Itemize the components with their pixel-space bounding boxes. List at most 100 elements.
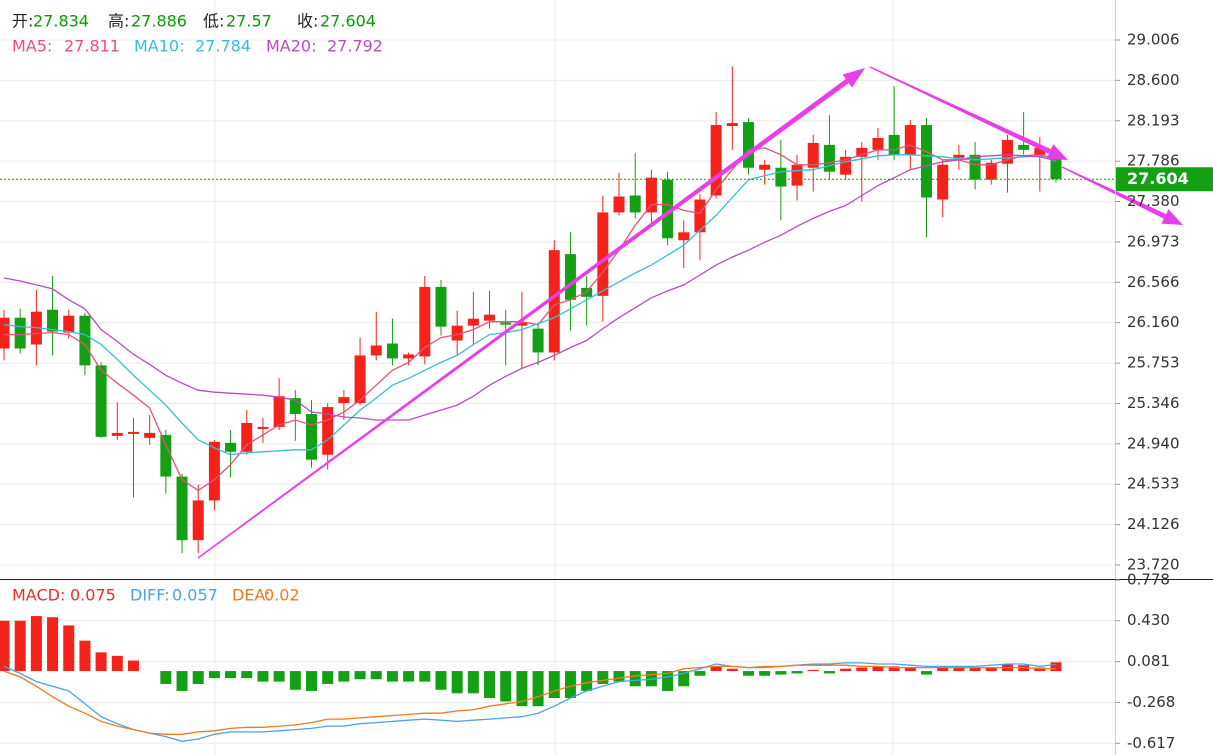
macd-bar [516, 671, 528, 707]
candle-body [47, 309, 59, 332]
macd-bar [225, 671, 237, 679]
legend-value: 27.811 [64, 37, 120, 56]
candle-body [872, 137, 884, 150]
y-tick-label: 26.973 [1127, 232, 1180, 250]
candle-body [1018, 144, 1030, 150]
legend-label: MACD: [12, 586, 65, 605]
y-tick-label: 24.126 [1127, 515, 1180, 533]
macd-bar [403, 671, 415, 682]
legend-value: 27.792 [327, 37, 383, 56]
macd-bar [95, 652, 107, 672]
ma-line [3, 154, 1057, 421]
candle-body [532, 328, 544, 353]
candle-body [548, 250, 560, 353]
legend-value: 27.784 [195, 37, 251, 56]
arrow-shaft [869, 66, 1051, 154]
y-tick-label: -0.268 [1127, 693, 1175, 711]
macd-bar [111, 655, 123, 672]
macd-bar [953, 667, 965, 672]
y-tick-label: 23.720 [1127, 555, 1180, 573]
legend-label: MA20: [266, 37, 317, 56]
candle-body [451, 325, 463, 341]
header-value: 27.834 [33, 12, 89, 31]
candle-body [63, 315, 75, 333]
macd-bar [856, 667, 868, 672]
macd-bar [581, 671, 593, 691]
header-value: 27.604 [320, 12, 376, 31]
candle-body [176, 476, 188, 541]
y-tick-label: 24.533 [1127, 475, 1180, 493]
candle-body [144, 432, 156, 438]
legend-value: 0.057 [172, 586, 218, 605]
candle-body [257, 426, 269, 429]
macd-bar [127, 660, 139, 672]
candle-body [856, 147, 868, 157]
macd-bar [597, 671, 609, 684]
macd-bar [419, 671, 431, 682]
candle-body [678, 232, 690, 241]
legend-value: 0.02 [264, 586, 300, 605]
macd-bar [532, 671, 544, 707]
macd-bar [726, 668, 738, 672]
candle-body [726, 123, 738, 127]
candle-body [435, 286, 447, 327]
macd-bar [79, 640, 91, 672]
legend-label: DIFF: [130, 586, 170, 605]
macd-bar [208, 671, 220, 679]
candle-body [921, 125, 933, 198]
macd-bar [742, 671, 754, 676]
legend-label: DEA: [232, 586, 270, 605]
candle-body [791, 164, 803, 186]
macd-bar [306, 671, 318, 691]
legend: 开: 27.834 高: 27.886 低: 27.57 收: 27.604 M… [12, 12, 383, 605]
macd-bar [921, 671, 933, 675]
candle-body [273, 396, 285, 427]
macd-bar [759, 671, 771, 676]
macd-bar [904, 667, 916, 672]
candle-body [597, 212, 609, 296]
macd-bar [47, 617, 59, 672]
candle-body [160, 434, 172, 477]
y-tick-label: 29.006 [1127, 31, 1180, 49]
header-label: 开: [12, 12, 33, 31]
header-label: 高: [108, 12, 129, 31]
macd-bar [0, 620, 10, 672]
candle-body [338, 397, 350, 404]
header-value: 27.57 [226, 12, 272, 31]
y-tick-label: 25.346 [1127, 394, 1180, 412]
y-tick-label: 26.160 [1127, 313, 1180, 331]
candle-body [710, 125, 722, 196]
macd-bar [338, 671, 350, 682]
candle-body [127, 431, 139, 434]
candle-body [111, 432, 123, 436]
macd-bar [807, 669, 819, 672]
y-tick-label: 27.380 [1127, 192, 1180, 210]
macd-line [3, 662, 1057, 742]
legend-label: MA5: [12, 37, 52, 56]
y-tick-label: 0.430 [1127, 611, 1170, 629]
candle-body [225, 442, 237, 452]
macd-bar [564, 671, 576, 698]
y-tick-label: 0.081 [1127, 652, 1170, 670]
candle-body [742, 122, 754, 168]
candle-body [79, 315, 91, 366]
macd-bar [840, 668, 852, 672]
macd-bar [289, 671, 301, 690]
macd-bar [435, 671, 447, 690]
candle-body [1034, 147, 1046, 155]
last-price-box [1116, 167, 1213, 192]
last-price-label: 27.604 [1127, 169, 1189, 188]
y-tick-label: 0.778 [1127, 571, 1170, 589]
candle-body [14, 317, 26, 349]
macd-bar [322, 671, 334, 684]
candle-body [467, 318, 479, 326]
candle-body [500, 322, 512, 325]
marks-layer [0, 66, 1115, 742]
candle-body [969, 154, 981, 180]
candle-body [354, 355, 366, 404]
candle-body [1001, 139, 1013, 164]
candle-body [370, 345, 382, 356]
macd-bar [386, 671, 398, 682]
arrow-head [1046, 144, 1068, 160]
